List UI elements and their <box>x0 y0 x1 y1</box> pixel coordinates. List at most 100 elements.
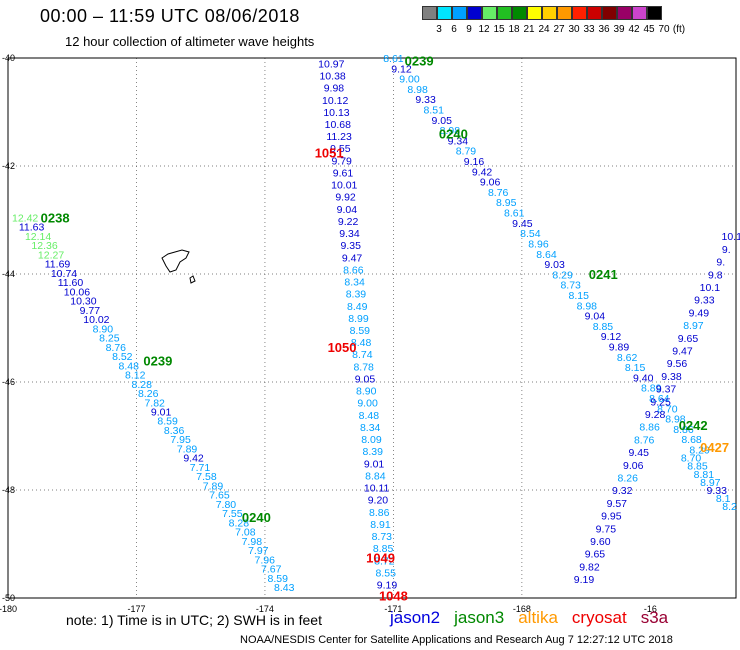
x-tick-label: -177 <box>127 604 145 614</box>
wave-height-point: 10.97 <box>318 58 344 70</box>
wave-height-point: 10.38 <box>319 71 345 83</box>
pass-time-label: 0242 <box>679 418 708 433</box>
wave-height-point: 9.37 <box>656 384 677 396</box>
wave-height-point: 9.42 <box>183 453 204 465</box>
wave-height-point: 8.98 <box>440 125 461 137</box>
y-tick-label: -48 <box>2 485 15 495</box>
colorbar-swatch <box>512 6 527 20</box>
x-tick-label: -168 <box>513 604 531 614</box>
wave-height-point: 9.89 <box>609 341 630 353</box>
wave-height-point: 10.02 <box>83 314 109 326</box>
wave-height-point: 8.43 <box>274 582 295 594</box>
pass-time-label: 0238 <box>41 210 70 225</box>
wave-height-point: 8.49 <box>347 301 368 313</box>
colorbar-label: 12 <box>478 24 490 35</box>
x-tick-label: -16 <box>644 604 657 614</box>
y-tick-label: -50 <box>2 593 15 603</box>
wave-height-point: 9.95 <box>601 511 622 523</box>
wave-height-point: 10.11 <box>364 483 390 495</box>
footer-credit: NOAA/NESDIS Center for Satellite Applica… <box>240 634 673 646</box>
colorbar-label: 21 <box>523 24 535 35</box>
wave-height-point: 9.06 <box>480 177 501 189</box>
wave-height-point: 8.62 <box>617 352 638 364</box>
colorbar-swatch <box>437 6 452 20</box>
wave-height-point: 9.01 <box>364 458 385 470</box>
colorbar-swatch <box>557 6 572 20</box>
legend-entry-cryosat: cryosat <box>571 608 627 627</box>
wave-height-point: 8.79 <box>456 146 477 158</box>
wave-height-point: 8.73 <box>560 280 581 292</box>
legend-entry-jason3: jason3 <box>454 608 505 627</box>
wave-height-point: 8.85 <box>373 543 394 555</box>
pass-time-label: 1048 <box>379 588 408 603</box>
wave-height-point: 7.82 <box>144 397 165 409</box>
wave-height-point: 8.48 <box>351 337 372 349</box>
wave-height-point: 8.90 <box>93 323 114 335</box>
wave-height-point: 8.81 <box>694 469 715 481</box>
wave-height-point: 9.75 <box>596 523 617 535</box>
wave-height-point: 8.76 <box>488 187 509 199</box>
wave-height-point: 9. <box>722 244 731 256</box>
wave-height-point: 7.89 <box>203 480 224 492</box>
colorbar-swatch <box>422 6 437 20</box>
wave-height-point: 10.06 <box>64 286 90 298</box>
legend-entry-s3a: s3a <box>640 608 669 627</box>
colorbar-swatch <box>482 6 497 20</box>
wave-height-point: 12.14 <box>25 231 51 243</box>
wave-height-point: 9.55 <box>330 143 351 155</box>
wave-height-point: 7.55 <box>222 508 243 520</box>
wave-height-point: 9.56 <box>667 358 688 370</box>
colorbar-label: 70 <box>658 24 670 35</box>
wave-height-point: 10.30 <box>70 296 96 308</box>
wave-height-point: 8.97 <box>683 320 704 332</box>
wave-height-point: 9.60 <box>590 536 611 548</box>
colorbar-label: (ft) <box>672 24 686 35</box>
wave-height-point: 8.52 <box>112 351 133 363</box>
y-tick-label: -46 <box>2 377 15 387</box>
pass-time-label: 0240 <box>439 127 468 142</box>
wave-height-point: 9.65 <box>678 333 699 345</box>
wave-height-point: 10.01 <box>331 180 357 192</box>
colorbar-label: 36 <box>598 24 610 35</box>
wave-height-point: 9.04 <box>585 311 606 323</box>
wave-height-point: 11.60 <box>58 277 84 289</box>
wave-height-point: 9.8 <box>708 269 723 281</box>
wave-height-point: 9.92 <box>335 192 356 204</box>
island-outline <box>161 249 196 284</box>
wave-height-point: 8.98 <box>665 414 686 426</box>
note-text: note: 1) Time is in UTC; 2) SWH is in fe… <box>66 612 322 628</box>
wave-height-point: 8.48 <box>359 410 380 422</box>
wave-height-point: 10.1 <box>721 231 740 243</box>
wave-height-point: 8.28 <box>229 517 250 529</box>
pass-time-label: 1049 <box>366 551 395 566</box>
wave-height-point: 11.63 <box>19 222 45 234</box>
wave-height-point: 10.1 <box>700 282 721 294</box>
legend-entry-jason2: jason2 <box>390 608 441 627</box>
wave-height-point: 9.04 <box>337 204 358 216</box>
wave-height-point: 9.28 <box>645 409 666 421</box>
colorbar-swatch <box>632 6 647 20</box>
wave-height-point: 8.36 <box>164 425 185 437</box>
wave-height-point: 8.85 <box>687 461 708 473</box>
wave-height-point: 9.25 <box>650 396 671 408</box>
wave-height-point: 8.86 <box>369 507 390 519</box>
x-tick-label: -171 <box>384 604 402 614</box>
wave-height-point: 8.74 <box>352 349 373 361</box>
wave-height-point: 9.33 <box>707 485 728 497</box>
wave-height-point: 9.61 <box>333 167 354 179</box>
wave-height-point: 8.09 <box>361 434 382 446</box>
pass-time-label: 0239 <box>405 54 434 69</box>
wave-height-point: 12.27 <box>38 249 64 261</box>
wave-height-point: 9.79 <box>331 155 352 167</box>
colorbar-swatch <box>542 6 557 20</box>
wave-height-point: 9.98 <box>324 83 345 95</box>
colorbar-label: 18 <box>508 24 520 35</box>
x-tick-label: -174 <box>256 604 274 614</box>
x-tick-label: -180 <box>0 604 17 614</box>
wave-height-point: 9.03 <box>544 259 565 271</box>
colorbar-label: 45 <box>643 24 655 35</box>
wave-height-point: 9.16 <box>464 156 485 168</box>
time-labels: 0239 0240 1051 0238 0241 1050 0239 0242 0427 0240… <box>41 54 729 604</box>
wave-height-point: 9.40 <box>633 372 654 384</box>
